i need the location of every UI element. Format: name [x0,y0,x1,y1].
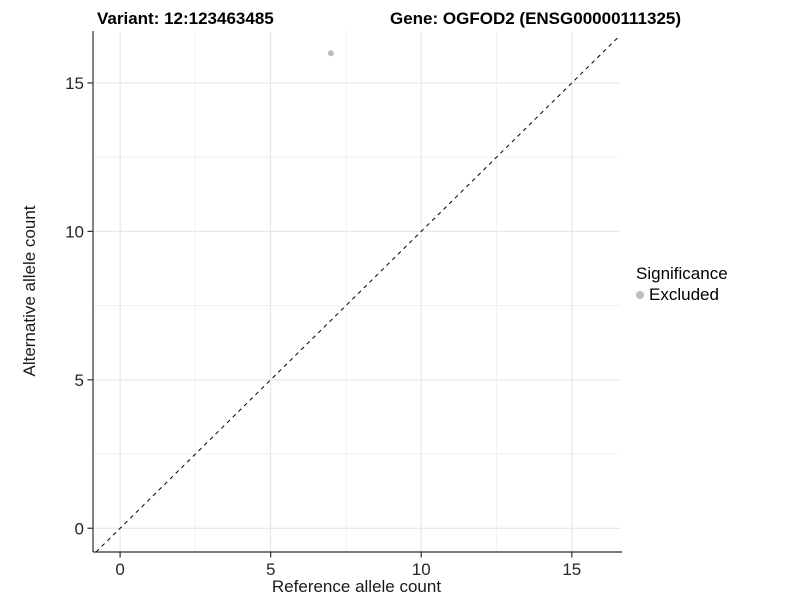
y-tick-label: 15 [65,74,84,93]
data-point [327,50,334,57]
x-axis-title: Reference allele count [271,577,442,596]
legend-entry-label: Excluded [649,285,719,304]
legend-key-dot-icon [636,291,644,299]
y-tick-label: 0 [75,519,84,538]
legend-entry: Excluded [636,285,728,305]
y-tick-label: 5 [75,371,84,390]
y-tick-label: 10 [65,222,84,241]
gene-title: Gene: OGFOD2 (ENSG00000111325) [390,9,682,28]
x-tick-label: 15 [562,560,581,579]
variant-title: Variant: 12:123463485 [97,9,274,28]
identity-line [95,35,621,553]
y-axis-title: Alternative allele count [20,205,39,377]
x-tick-label: 5 [266,560,275,579]
legend-title: Significance [636,264,728,283]
x-tick-label: 10 [412,560,431,579]
legend: Significance Excluded [636,264,728,305]
x-tick-label: 0 [115,560,124,579]
